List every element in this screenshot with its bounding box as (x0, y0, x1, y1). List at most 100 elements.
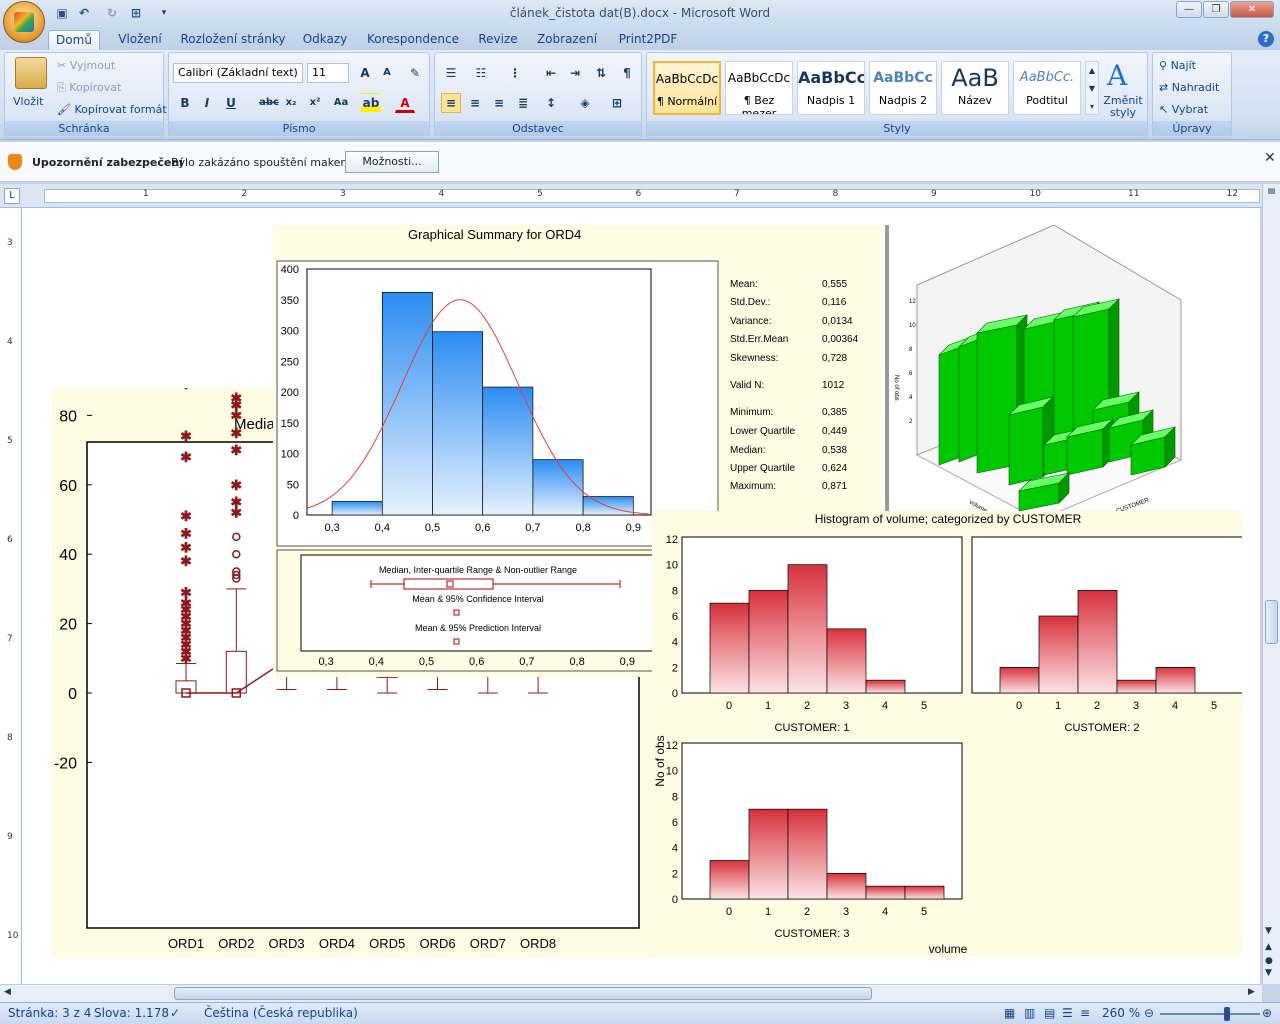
shading-icon[interactable]: ◈ (580, 96, 590, 110)
bullets-icon[interactable]: ☰ (445, 66, 457, 80)
style-normal[interactable]: AaBbCcDc ¶ Normální (653, 61, 721, 115)
zoom-level[interactable]: 260 % (1102, 1006, 1141, 1020)
cut-button[interactable]: ✂ Vyjmout (57, 59, 115, 72)
zoom-slider-track[interactable] (1160, 1013, 1260, 1015)
zoom-in-icon[interactable]: ⊕ (1262, 1006, 1273, 1020)
select-button[interactable]: ↖ Vybrat (1159, 103, 1208, 116)
help-icon[interactable]: ? (1258, 31, 1274, 47)
print-layout-view-icon[interactable]: ▦ (1004, 1006, 1016, 1020)
subscript-icon[interactable]: x₂ (285, 97, 297, 108)
next-page-icon[interactable]: ▼ (1265, 968, 1272, 978)
decrease-indent-icon[interactable]: ⇤ (545, 66, 557, 80)
format-painter-button[interactable]: 🖌 Kopírovat formát (57, 103, 167, 116)
vertical-scrollbar[interactable]: ▤ ▼ ▲ ● ▼ (1262, 184, 1280, 984)
paste-icon[interactable] (15, 57, 47, 89)
horizontal-scroll-thumb[interactable] (174, 987, 872, 1000)
replace-button[interactable]: ⇄ Nahradit (1159, 81, 1219, 94)
justify-icon[interactable]: ≣ (517, 96, 529, 110)
horizontal-scrollbar[interactable]: ◀ ▶ (0, 984, 1262, 1002)
scroll-left-icon[interactable]: ◀ (4, 987, 11, 997)
vertical-ruler[interactable]: 3 4 5 6 7 8 9 10 (0, 208, 22, 984)
tab-selector-icon[interactable]: L (4, 188, 20, 204)
increase-indent-icon[interactable]: ⇥ (569, 66, 581, 80)
ruler-mark: 10 (1029, 189, 1041, 199)
scroll-right-icon[interactable]: ▶ (1248, 987, 1255, 997)
font-size-combo[interactable]: 11 (307, 63, 349, 83)
style-title[interactable]: AaB Název (941, 61, 1009, 115)
copy-button[interactable]: ⎘ Kopírovat (57, 81, 121, 95)
find-button[interactable]: ⚲ Najít (1159, 59, 1196, 72)
numbering-icon[interactable]: ☷ (475, 66, 487, 80)
tab-mailings[interactable]: Korespondence (366, 32, 460, 46)
office-button[interactable] (3, 1, 45, 43)
strikethrough-icon[interactable]: abc (259, 97, 279, 108)
proofing-icon[interactable]: ✓ (170, 1006, 181, 1020)
style-subtitle-preview: AaBbCc. (1019, 70, 1075, 85)
horizontal-ruler[interactable]: L 1 2 3 4 5 6 7 8 9 10 11 12 (0, 184, 1280, 208)
outline-view-icon[interactable]: ☰ (1062, 1006, 1073, 1020)
italic-icon[interactable]: I (204, 96, 210, 110)
close-message-icon[interactable]: ✕ (1264, 150, 1276, 166)
boxplot-x-tick: ORD5 (369, 936, 405, 951)
web-layout-icon[interactable]: ▤ (1044, 1006, 1056, 1020)
ruler-toggle-icon[interactable]: ▤ (1267, 186, 1276, 195)
options-button[interactable]: Možnosti... (345, 151, 439, 173)
restore-button[interactable]: ❐ (1203, 1, 1229, 18)
shrink-font-icon[interactable]: A (383, 67, 391, 78)
browse-object-icon[interactable]: ● (1265, 956, 1273, 966)
borders-icon[interactable]: ⊞ (611, 96, 623, 110)
change-styles-icon[interactable]: A (1107, 59, 1128, 92)
font-name-combo[interactable]: Calibri (Základní text) (173, 63, 303, 83)
previous-page-icon[interactable]: ▲ (1265, 942, 1272, 952)
bold-icon[interactable]: B (180, 96, 190, 110)
tab-print2pdf[interactable]: Print2PDF (618, 32, 678, 46)
tab-home[interactable]: Domů (48, 30, 100, 50)
tab-references[interactable]: Odkazy (302, 32, 348, 46)
tab-view[interactable]: Zobrazení (536, 32, 598, 46)
zoom-out-icon[interactable]: ⊖ (1144, 1006, 1155, 1020)
clear-formatting-icon[interactable]: ✎ (409, 66, 421, 80)
style-subtitle[interactable]: AaBbCc. Podtitul (1013, 61, 1081, 115)
style-heading-1[interactable]: AaBbCc Nadpis 1 (797, 61, 865, 115)
customize-qat-icon[interactable]: ▾ (161, 8, 167, 18)
redo-icon[interactable]: ↻ (106, 6, 118, 20)
boxplot-outlier (232, 549, 241, 559)
minimize-button[interactable]: — (1176, 1, 1202, 18)
print-preview-icon[interactable]: ⊞ (130, 6, 142, 20)
sort-icon[interactable]: ⇅ (595, 66, 607, 80)
tab-review[interactable]: Revize (478, 32, 518, 46)
align-left-icon[interactable]: ≡ (441, 93, 461, 113)
tab-insert[interactable]: Vložení (118, 32, 162, 46)
undo-icon[interactable]: ↶ (78, 6, 90, 20)
underline-icon[interactable]: U (226, 96, 236, 110)
grow-font-icon[interactable]: A (360, 66, 370, 80)
language-indicator[interactable]: Čeština (Česká republika) (204, 1006, 358, 1020)
paste-button[interactable]: Vložit (13, 95, 44, 108)
document-page[interactable]: Media 120100806040200-20 ORD1ORD2ORD3ORD… (22, 208, 1260, 984)
word-count[interactable]: Slova: 1.178 (94, 1006, 169, 1020)
save-icon[interactable]: ▣ (56, 6, 68, 20)
draft-view-icon[interactable]: ≡ (1080, 1006, 1091, 1020)
full-screen-reading-icon[interactable]: ▥ (1024, 1006, 1036, 1020)
show-formatting-icon[interactable]: ¶ (623, 66, 631, 80)
change-case-icon[interactable]: Aa (333, 97, 349, 108)
multilevel-list-icon[interactable]: ⋮ (509, 66, 521, 80)
highlight-icon[interactable]: ab (361, 93, 381, 113)
style-no-spacing[interactable]: AaBbCcDc ¶ Bez mezer (725, 61, 793, 115)
superscript-icon[interactable]: x² (309, 97, 321, 108)
styles-scroll[interactable]: ▲ ▼ ▾ (1085, 61, 1099, 115)
zoom-slider-thumb[interactable] (1224, 1007, 1230, 1021)
tab-page-layout[interactable]: Rozložení stránky (180, 32, 286, 46)
close-button[interactable]: ✕ (1230, 1, 1274, 18)
line-spacing-icon[interactable]: ↕ (545, 96, 557, 110)
page-indicator[interactable]: Stránka: 3 z 4 (8, 1006, 92, 1020)
ruler-mark: 1 (143, 189, 149, 199)
vertical-scroll-thumb[interactable] (1265, 600, 1278, 644)
style-heading-2[interactable]: AaBbCc Nadpis 2 (869, 61, 937, 115)
font-color-icon[interactable]: A (395, 93, 415, 113)
paragraph-group-label: Odstavec (435, 121, 641, 136)
scroll-down-icon[interactable]: ▼ (1265, 926, 1272, 936)
align-right-icon[interactable]: ≡ (493, 96, 505, 110)
align-center-icon[interactable]: ≡ (469, 96, 481, 110)
change-styles-button[interactable]: Změnit styly (1103, 94, 1143, 119)
